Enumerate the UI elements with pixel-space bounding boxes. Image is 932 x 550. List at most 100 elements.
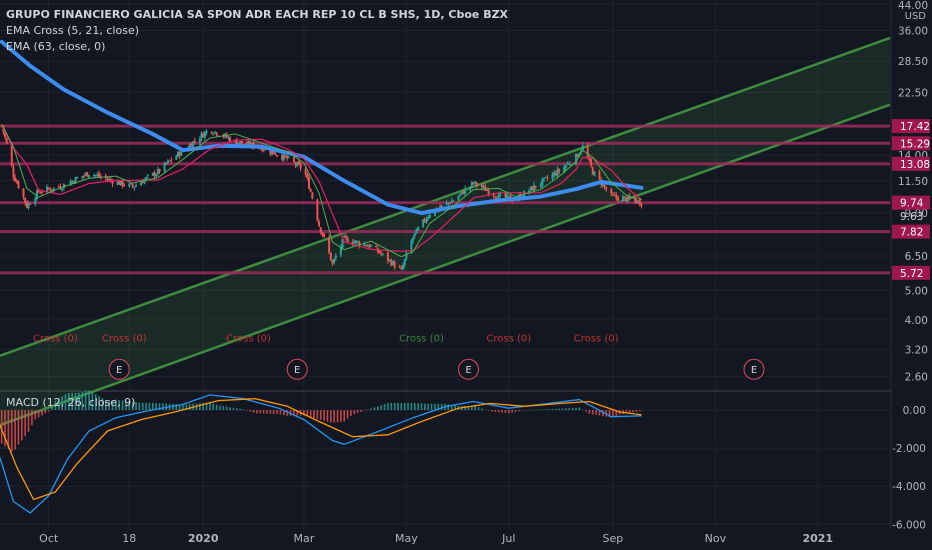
level-line[interactable] xyxy=(0,271,890,275)
channel-lower-line[interactable] xyxy=(0,103,891,427)
candle-body xyxy=(601,183,604,187)
macd-histogram-bar xyxy=(430,403,433,411)
candle-body xyxy=(116,181,119,185)
candle-body xyxy=(200,133,203,139)
candle-body xyxy=(370,245,373,247)
legend-ema63[interactable]: EMA (63, close, 0) xyxy=(6,40,106,53)
candle-body xyxy=(331,260,334,264)
channel-upper-line[interactable] xyxy=(0,36,891,357)
price-tick: 36.00 xyxy=(898,25,928,37)
macd-histogram-bar xyxy=(81,391,84,411)
candle-body xyxy=(413,232,416,237)
macd-histogram-bar xyxy=(333,410,335,423)
macd-histogram-bar xyxy=(259,410,262,414)
candle-body xyxy=(141,181,144,184)
macd-histogram-bar xyxy=(178,404,181,411)
candle-body xyxy=(198,138,201,143)
candle-body xyxy=(123,184,126,186)
macd-histogram-bar xyxy=(202,402,204,411)
macd-histogram-bar xyxy=(447,404,450,411)
candle-body xyxy=(98,173,101,177)
earnings-marker[interactable] xyxy=(286,358,308,380)
candle-body xyxy=(507,195,510,197)
candle-body xyxy=(318,221,321,227)
currency-label: USD xyxy=(905,11,927,22)
candle-body xyxy=(34,198,37,205)
candle-body xyxy=(544,176,547,178)
candle-body xyxy=(76,177,79,179)
macd-histogram-bar xyxy=(104,399,107,411)
macd-histogram-bar xyxy=(279,410,282,415)
macd-histogram-bar xyxy=(54,400,57,411)
candle-body xyxy=(563,166,566,173)
candle-body xyxy=(568,163,571,165)
earnings-marker[interactable] xyxy=(458,358,480,380)
candle-body xyxy=(99,176,102,178)
symbol-title: GRUPO FINANCIERO GALICIA SA SPON ADR EAC… xyxy=(6,8,509,21)
candle-body xyxy=(457,196,460,201)
horizontal-levels[interactable] xyxy=(0,124,890,275)
candle-body xyxy=(393,261,396,268)
candle-body xyxy=(625,197,628,202)
candle-body xyxy=(316,199,319,221)
price-tick: 2.60 xyxy=(905,372,928,384)
candle-body xyxy=(29,203,32,205)
macd-histogram-bar xyxy=(158,403,161,411)
macd-histogram-bar xyxy=(565,408,567,411)
earnings-marker[interactable] xyxy=(743,358,765,380)
legend-ema-cross[interactable]: EMA Cross (5, 21, close) xyxy=(6,24,140,37)
price-tag-bg xyxy=(892,195,930,210)
earnings-marker[interactable] xyxy=(108,358,130,380)
candle-body xyxy=(615,194,618,198)
candle-body xyxy=(391,261,394,266)
candle-body xyxy=(86,172,89,177)
candle-body xyxy=(341,239,344,248)
time-axis[interactable]: Oct 18 2020 Mar May Jul Sep Nov 2021 xyxy=(39,532,833,545)
candle-body xyxy=(613,194,616,196)
candle-body xyxy=(111,180,114,184)
level-line[interactable] xyxy=(0,162,890,166)
candle-body xyxy=(460,190,463,194)
macd-histogram-bar xyxy=(632,410,634,413)
candle-body xyxy=(578,153,581,156)
macd-histogram-bar xyxy=(162,403,164,411)
candle-body xyxy=(529,186,532,191)
candle-body xyxy=(358,241,361,246)
candle-body xyxy=(623,196,626,198)
price-tag-bg xyxy=(892,224,930,239)
candle-body xyxy=(168,160,171,162)
price-label-ema: 9.63 xyxy=(900,211,923,223)
macd-pane xyxy=(0,390,642,514)
macd-histogram-bar xyxy=(558,408,560,411)
level-line[interactable] xyxy=(0,141,890,145)
candle-body xyxy=(188,144,191,148)
candle-body xyxy=(143,179,146,184)
candle-body xyxy=(297,161,300,165)
candle-body xyxy=(319,227,322,233)
candle-body xyxy=(638,200,641,206)
candle-body xyxy=(46,186,49,192)
price-tick: 3.20 xyxy=(905,344,928,356)
macd-histogram-bar xyxy=(602,410,604,417)
macd-histogram-bar xyxy=(34,410,37,420)
candle-body xyxy=(180,149,183,156)
level-line[interactable] xyxy=(0,124,890,128)
macd-histogram-bar xyxy=(145,402,147,411)
macd-histogram-bar xyxy=(521,410,524,411)
macd-histogram-bar xyxy=(249,410,252,412)
level-line[interactable] xyxy=(0,230,890,234)
macd-histogram-bar xyxy=(293,410,295,416)
candle-body xyxy=(351,241,354,244)
macd-histogram-bar xyxy=(262,410,265,414)
price-axis[interactable]: 44.0036.0028.5022.5017.5014.0011.509.006… xyxy=(892,0,932,550)
gridlines xyxy=(0,0,892,530)
level-line[interactable] xyxy=(0,201,890,205)
candle-body xyxy=(158,168,161,172)
macd-legend[interactable]: MACD (12, 26, close, 9) xyxy=(6,396,136,409)
candle-body xyxy=(133,186,136,188)
candle-body xyxy=(306,173,309,179)
candle-body xyxy=(417,227,420,231)
